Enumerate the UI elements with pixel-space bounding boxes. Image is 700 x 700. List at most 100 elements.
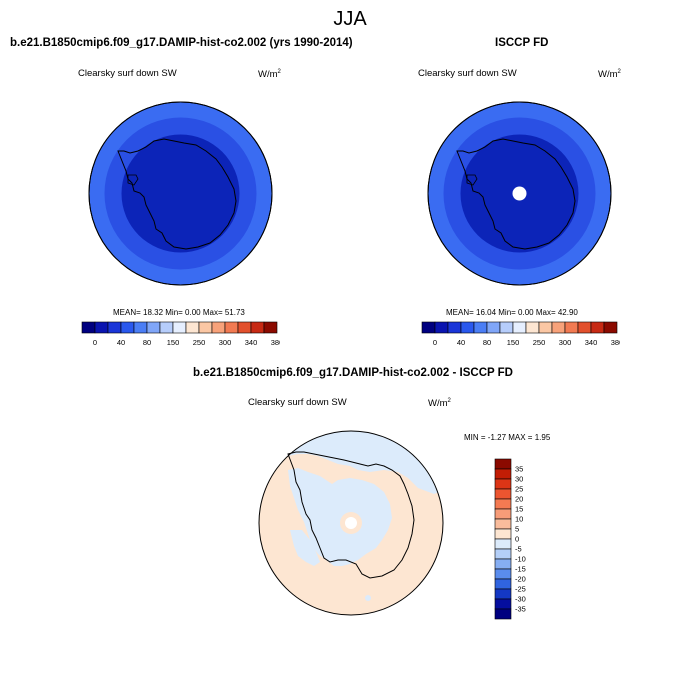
- colorbar-tick-label: 15: [515, 505, 523, 514]
- colorbar-tick-label: 40: [457, 338, 465, 347]
- colorbar-tick-label: 300: [559, 338, 572, 347]
- colorbar-swatch: [185, 321, 200, 334]
- colorbar-swatch: [224, 321, 239, 334]
- colorbar-swatch: [133, 321, 148, 334]
- colorbar-swatch: [551, 321, 566, 334]
- diff-polar-map: [258, 430, 444, 616]
- colorbar-tick-label: 340: [245, 338, 258, 347]
- colorbar-swatch: [237, 321, 252, 334]
- colorbar-swatch: [263, 321, 278, 334]
- colorbar-swatch: [211, 321, 226, 334]
- colorbar-tick-label: 80: [143, 338, 151, 347]
- colorbar-tick-label: -10: [515, 555, 526, 564]
- season-title: JJA: [333, 8, 367, 30]
- colorbar-swatch: [146, 321, 161, 334]
- colorbar-tick-label: 80: [483, 338, 491, 347]
- colorbar-tick-label: 340: [585, 338, 598, 347]
- colorbar-swatch: [494, 508, 512, 520]
- colorbar-swatch: [494, 458, 512, 470]
- colorbar-swatch: [512, 321, 527, 334]
- colorbar-tick-label: 10: [515, 515, 523, 524]
- colorbar-swatch: [198, 321, 213, 334]
- colorbar-swatch: [494, 528, 512, 540]
- colorbar-swatch: [94, 321, 109, 334]
- colorbar-swatch: [577, 321, 592, 334]
- diff-units-label: W/m2: [428, 398, 451, 410]
- colorbar-tick-label: 250: [533, 338, 546, 347]
- colorbar-swatch: [494, 608, 512, 620]
- diff-stats: MIN = -1.27 MAX = 1.95: [464, 433, 551, 442]
- colorbar-tick-label: 35: [515, 465, 523, 474]
- colorbar-tick-label: -20: [515, 575, 526, 584]
- colorbar-tick-label: -15: [515, 565, 526, 574]
- colorbar-swatch: [494, 588, 512, 600]
- pole-hole: [512, 186, 527, 201]
- colorbar-tick-label: -35: [515, 605, 526, 614]
- colorbar-swatch: [494, 568, 512, 580]
- colorbar-swatch: [494, 548, 512, 560]
- right-stats: MEAN= 16.04 Min= 0.00 Max= 42.90: [446, 308, 578, 317]
- colorbar-swatch: [538, 321, 553, 334]
- colorbar-tick-label: 40: [117, 338, 125, 347]
- colorbar-tick-label: 5: [515, 525, 519, 534]
- colorbar-tick-label: 380: [271, 338, 280, 347]
- colorbar-swatch: [494, 578, 512, 590]
- colorbar-tick-label: 150: [167, 338, 180, 347]
- colorbar-swatch: [499, 321, 514, 334]
- diff-antarctica-coastline: [287, 451, 415, 579]
- colorbar-tick-label: -5: [515, 545, 522, 554]
- colorbar-swatch: [525, 321, 540, 334]
- right-polar-map: [427, 101, 612, 286]
- left-colorbar: 0 40 80 150 250 300 340 380: [81, 321, 280, 347]
- colorbar-tick-label: 250: [193, 338, 206, 347]
- colorbar-swatch: [494, 598, 512, 610]
- colorbar-tick-label: 30: [515, 475, 523, 484]
- colorbar-swatch: [494, 468, 512, 480]
- colorbar-swatch: [564, 321, 579, 334]
- colorbar-tick-label: 25: [515, 485, 523, 494]
- colorbar-swatch: [460, 321, 475, 334]
- colorbar-swatch: [494, 478, 512, 490]
- colorbar-tick-label: 0: [93, 338, 97, 347]
- left-stats: MEAN= 18.32 Min= 0.00 Max= 51.73: [113, 308, 245, 317]
- colorbar-swatch: [494, 538, 512, 550]
- colorbar-swatch: [107, 321, 122, 334]
- colorbar-swatch: [590, 321, 605, 334]
- colorbar-tick-label: 0: [515, 535, 519, 544]
- colorbar-swatch: [494, 488, 512, 500]
- colorbar-swatch: [159, 321, 174, 334]
- colorbar-swatch: [486, 321, 501, 334]
- right-colorbar: 0 40 80 150 250 300 340 380: [421, 321, 620, 347]
- right-units-label: W/m2: [598, 69, 621, 81]
- colorbar-swatch: [421, 321, 436, 334]
- colorbar-swatch: [447, 321, 462, 334]
- left-units-label: W/m2: [258, 69, 281, 81]
- colorbar-swatch: [473, 321, 488, 334]
- colorbar-swatch: [603, 321, 618, 334]
- colorbar-swatch: [494, 518, 512, 530]
- left-variable-label: Clearsky surf down SW: [78, 68, 177, 79]
- antarctica-coastline: [117, 138, 237, 250]
- colorbar-swatch: [434, 321, 449, 334]
- colorbar-swatch: [494, 558, 512, 570]
- right-panel-title: ISCCP FD: [495, 37, 549, 49]
- colorbar-tick-label: 0: [433, 338, 437, 347]
- right-variable-label: Clearsky surf down SW: [418, 68, 517, 79]
- diff-variable-label: Clearsky surf down SW: [248, 397, 347, 408]
- colorbar-tick-label: 380: [611, 338, 620, 347]
- antarctica-coastline: [456, 138, 576, 250]
- colorbar-tick-label: -30: [515, 595, 526, 604]
- colorbar-swatch: [172, 321, 187, 334]
- colorbar-tick-label: 20: [515, 495, 523, 504]
- colorbar-swatch: [250, 321, 265, 334]
- colorbar-tick-label: 300: [219, 338, 232, 347]
- colorbar-swatch: [81, 321, 96, 334]
- diff-pole-hole: [345, 517, 357, 529]
- colorbar-tick-label: -25: [515, 585, 526, 594]
- colorbar-tick-label: 150: [507, 338, 520, 347]
- left-polar-map: [88, 101, 273, 286]
- colorbar-swatch: [120, 321, 135, 334]
- colorbar-swatch: [494, 498, 512, 510]
- left-panel-title: b.e21.B1850cmip6.f09_g17.DAMIP-hist-co2.…: [10, 37, 353, 49]
